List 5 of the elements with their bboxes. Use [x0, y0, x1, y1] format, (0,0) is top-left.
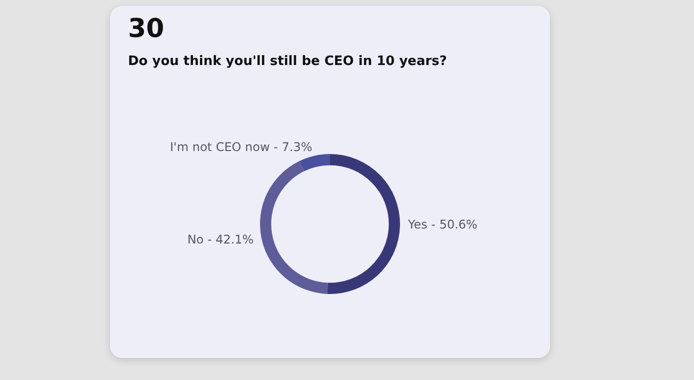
- slice-label: No - 42.1%: [187, 232, 254, 246]
- slice-label: Yes - 50.6%: [406, 218, 478, 232]
- chart-subtitle: Do you think you'll still be CEO in 10 years?: [128, 54, 447, 69]
- slice-label: I'm not CEO now - 7.3%: [170, 140, 312, 154]
- chart-title: 30: [128, 14, 164, 44]
